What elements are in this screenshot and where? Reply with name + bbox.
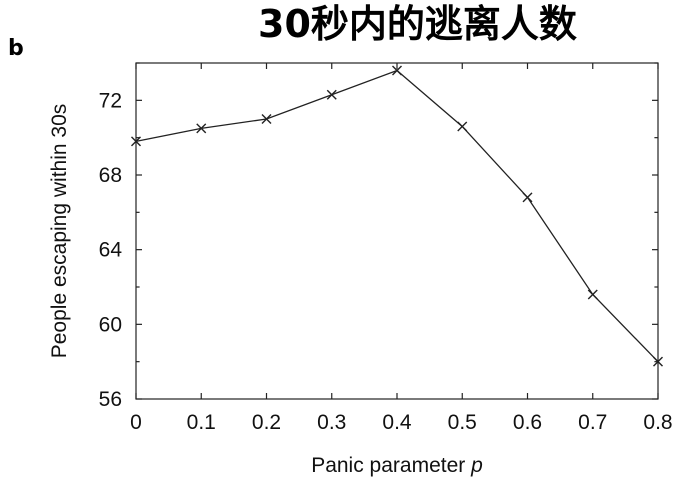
data-point-marker xyxy=(196,123,207,134)
plot-frame xyxy=(135,62,659,400)
marker-stroke xyxy=(196,123,207,134)
x-tick-label: 0.2 xyxy=(252,411,281,434)
y-tick-label: 56 xyxy=(99,388,122,411)
x-axis-label-variable: p xyxy=(470,454,483,477)
marker-stroke xyxy=(587,289,598,300)
x-tick-labels: 0 0.1 0.2 0.3 0.4 0.5 0.6 0.7 0.8 xyxy=(130,411,672,434)
x-axis-label: Panic parameter p xyxy=(311,454,483,477)
marker-stroke xyxy=(261,114,272,124)
marker-stroke xyxy=(457,121,468,132)
y-tick-label: 64 xyxy=(99,239,123,262)
marker-stroke xyxy=(326,89,337,100)
data-point-marker xyxy=(131,136,141,147)
panel-label: b xyxy=(8,36,24,61)
x-axis-label-text: Panic parameter xyxy=(311,454,471,477)
axis-ticks xyxy=(135,62,659,400)
marker-stroke xyxy=(653,356,663,367)
x-tick-label: 0.4 xyxy=(382,411,412,434)
data-point-marker xyxy=(653,356,663,367)
x-tick-label: 0.1 xyxy=(187,411,216,434)
x-tick-label: 0 xyxy=(130,411,142,434)
marker-stroke xyxy=(522,192,533,203)
series-markers xyxy=(131,65,663,367)
series-line xyxy=(135,69,659,363)
x-tick-label: 0.3 xyxy=(317,411,346,434)
data-point-marker xyxy=(522,192,533,203)
marker-stroke xyxy=(392,65,402,76)
x-tick-label: 0.6 xyxy=(513,411,542,434)
x-tick-label: 0.8 xyxy=(643,411,672,434)
chart-title: 30秒内的逃离人数 xyxy=(258,2,577,46)
marker-stroke xyxy=(131,136,141,147)
data-point-marker xyxy=(587,289,598,300)
data-point-marker xyxy=(326,89,337,100)
y-axis-label: People escaping within 30s xyxy=(48,104,71,359)
data-point-marker xyxy=(392,65,402,76)
x-tick-label: 0.7 xyxy=(578,411,607,434)
x-tick-label: 0.5 xyxy=(448,411,477,434)
y-tick-label: 72 xyxy=(99,89,122,112)
y-tick-label: 60 xyxy=(99,313,122,336)
data-point-marker xyxy=(261,114,272,124)
data-point-marker xyxy=(457,121,468,132)
y-tick-label: 68 xyxy=(99,164,122,187)
y-tick-labels: 56 60 64 68 72 xyxy=(99,89,123,411)
